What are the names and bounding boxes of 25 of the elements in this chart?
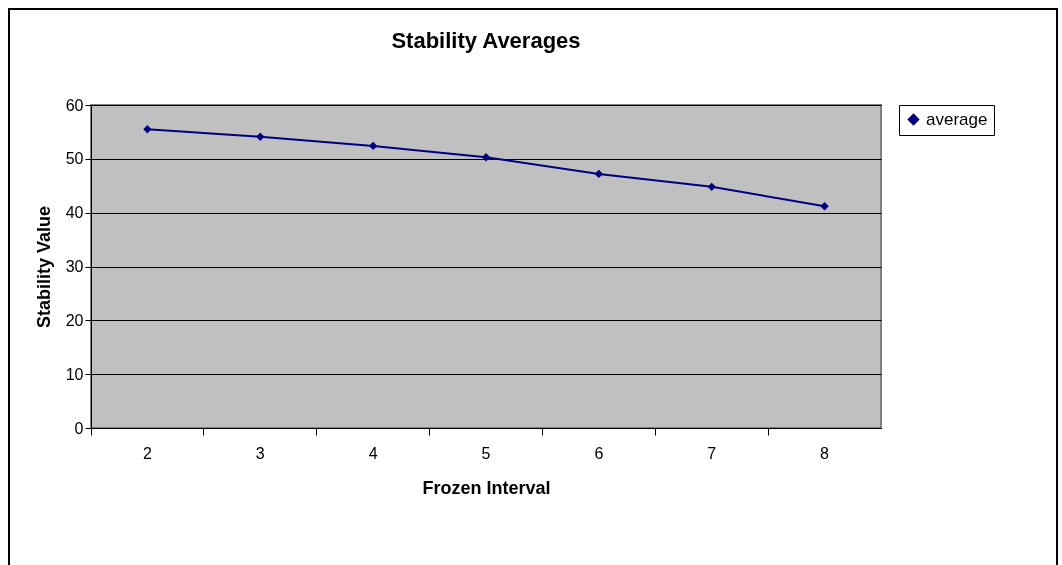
x-tick-label: 2 [142,444,152,462]
x-tick-label: 6 [594,444,604,462]
point [481,153,491,162]
point [820,202,829,211]
x-tick-label: 8 [820,444,830,462]
y-tick-label: 10 [65,365,84,383]
point [594,169,604,179]
x-tick-label: 7 [707,444,717,462]
point [256,132,265,141]
x-tick-label: 5 [481,444,491,462]
x-tick-label: 4 [368,444,378,462]
x-axis-title: Frozen Interval [422,477,551,498]
point [368,141,378,151]
legend-label: average [926,109,988,129]
point [143,125,152,134]
chart-title: Stability Averages [391,28,581,53]
y-tick-label: 20 [65,311,84,329]
x-tick-label: 3 [255,444,265,462]
y-tick-label: 40 [65,204,84,222]
y-tick-label: 30 [65,258,84,275]
y-axis-title: Stability Value [33,205,54,329]
y-tick-label: 0 [74,419,84,437]
point [707,182,716,192]
y-tick-label: 50 [65,150,84,168]
y-tick-label: 60 [65,96,84,114]
